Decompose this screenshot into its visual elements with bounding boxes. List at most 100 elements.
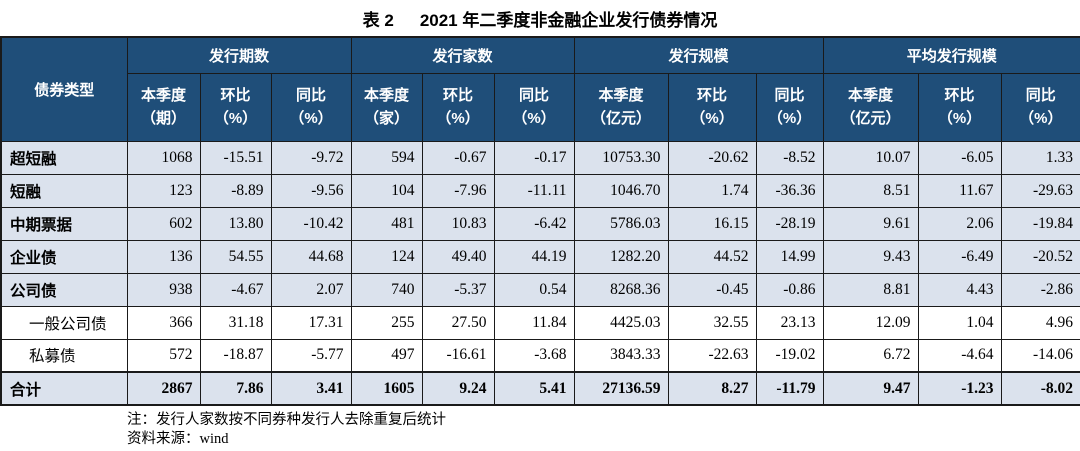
row-label: 中期票据 [0,206,128,241]
cell-r3-c0: 136 [126,239,201,274]
cell-r4-c4: -5.37 [421,272,495,307]
cell-r5-c5: 11.84 [493,305,575,340]
cell-r1-c10: 11.67 [917,173,1002,208]
group-header-3: 平均发行规模 [822,36,1080,74]
cell-r3-c6: 1282.20 [573,239,669,274]
table-body: 超短融 1068 -15.51 -9.72 594 -0.67 -0.17 10753.30-… [0,140,1080,406]
table-row-1: 短融 123 -8.89 -9.56 104 -7.96 -11.11 1046.70 1.74… [0,173,1080,208]
cell-r6-c7: -22.63 [667,338,757,373]
cell-r4-c10: 4.43 [917,272,1002,307]
table-row-7: 合计 2867 7.86 3.41 1605 9.24 5.41 27136.59 8.27 -1… [0,371,1080,406]
cell-r3-c3: 124 [350,239,423,274]
cell-r2-c8: -28.19 [755,206,824,241]
row-label: 超短融 [0,140,128,175]
cell-r1-c1: -8.89 [199,173,272,208]
cell-r7-c1: 7.86 [199,371,272,406]
cell-r2-c1: 13.80 [199,206,272,241]
cell-r2-c7: 16.15 [667,206,757,241]
cell-r5-c9: 12.09 [822,305,919,340]
table-row-6: 私募债 572 -18.87 -5.77 497 -16.61 -3.68 3843.33 -2… [0,338,1080,373]
cell-r5-c0: 366 [126,305,201,340]
cell-r1-c3: 104 [350,173,423,208]
cell-r7-c3: 1605 [350,371,423,406]
sub-header-3-2: 同比 （%） [1000,72,1080,142]
sub-header-2-0: 本季度 （亿元） [573,72,669,142]
cell-r7-c5: 5.41 [493,371,575,406]
cell-r0-c9: 10.07 [822,140,919,175]
cell-r4-c2: 2.07 [270,272,352,307]
cell-r1-c6: 1046.70 [573,173,669,208]
footnote-line-1: 注：发行人家数按不同券种发行人去除重复后统计 [127,412,446,428]
cell-r6-c6: 3843.33 [573,338,669,373]
cell-r0-c2: -9.72 [270,140,352,175]
cell-r0-c3: 594 [350,140,423,175]
cell-r6-c2: -5.77 [270,338,352,373]
cell-r0-c5: -0.17 [493,140,575,175]
cell-r7-c2: 3.41 [270,371,352,406]
footnote-line-2: 资料来源：wind [127,430,229,447]
sub-header-0-0: 本季度 （期） [126,72,201,142]
cell-r2-c10: 2.06 [917,206,1002,241]
cell-r7-c6: 27136.59 [573,371,669,406]
cell-r0-c8: -8.52 [755,140,824,175]
cell-r0-c0: 1068 [126,140,201,175]
cell-r7-c7: 8.27 [667,371,757,406]
cell-r0-c11: 1.33 [1000,140,1080,175]
row-label: 合计 [0,371,128,406]
cell-r0-c7: -20.62 [667,140,757,175]
cell-r4-c11: -2.86 [1000,272,1080,307]
cell-r1-c8: -36.36 [755,173,824,208]
table-row-4: 公司债 938 -4.67 2.07 740 -5.37 0.54 8268.36 -0.45-… [0,272,1080,307]
sub-header-2-2: 同比 （%） [755,72,824,142]
cell-r5-c10: 1.04 [917,305,1002,340]
cell-r1-c11: -29.63 [1000,173,1080,208]
cell-r4-c3: 740 [350,272,423,307]
cell-r5-c7: 32.55 [667,305,757,340]
cell-r7-c11: -8.02 [1000,371,1080,406]
cell-r5-c6: 4425.03 [573,305,669,340]
row-label: 企业债 [0,239,128,274]
cell-r7-c8: -11.79 [755,371,824,406]
cell-r4-c9: 8.81 [822,272,919,307]
cell-r5-c3: 255 [350,305,423,340]
cell-r0-c4: -0.67 [421,140,495,175]
sub-header-0-1: 环比 （%） [199,72,272,142]
cell-r1-c5: -11.11 [493,173,575,208]
cell-r3-c10: -6.49 [917,239,1002,274]
cell-r3-c9: 9.43 [822,239,919,274]
sub-header-3-1: 环比 （%） [917,72,1002,142]
cell-r6-c4: -16.61 [421,338,495,373]
row-label: 私募债 [0,338,128,373]
group-header-row: 债券类型 发行期数 发行家数 发行规模 平均发行规模 [0,36,1080,142]
bond-issuance-table: 债券类型 发行期数 发行家数 发行规模 平均发行规模 本季度 （期） 环比 （%） 同比 … [0,36,1080,406]
cell-r3-c2: 44.68 [270,239,352,274]
cell-r6-c5: -3.68 [493,338,575,373]
cell-r3-c4: 49.40 [421,239,495,274]
sub-header-1-0: 本季度 （家） [350,72,423,142]
cell-r5-c1: 31.18 [199,305,272,340]
cell-r3-c1: 54.55 [199,239,272,274]
cell-r7-c0: 2867 [126,371,201,406]
footnotes: 注：发行人家数按不同券种发行人去除重复后统计 资料来源：wind [127,411,1080,449]
cell-r0-c10: -6.05 [917,140,1002,175]
cell-r6-c8: -19.02 [755,338,824,373]
cell-r1-c0: 123 [126,173,201,208]
cell-r4-c1: -4.67 [199,272,272,307]
cell-r6-c10: -4.64 [917,338,1002,373]
cell-r2-c6: 5786.03 [573,206,669,241]
sub-header-1-1: 环比 （%） [421,72,495,142]
cell-r7-c4: 9.24 [421,371,495,406]
cell-r2-c9: 9.61 [822,206,919,241]
table-row-2: 中期票据 602 13.80 -10.42 481 10.83 -6.42 5786.03 16… [0,206,1080,241]
cell-r4-c6: 8268.36 [573,272,669,307]
cell-r3-c7: 44.52 [667,239,757,274]
cell-r2-c0: 602 [126,206,201,241]
cell-r4-c0: 938 [126,272,201,307]
table-title: 表 2 2021 年二季度非金融企业发行债券情况 [0,0,1080,36]
group-header-2: 发行规模 [573,36,824,74]
cell-r5-c4: 27.50 [421,305,495,340]
cell-r5-c8: 23.13 [755,305,824,340]
cell-r6-c11: -14.06 [1000,338,1080,373]
sub-header-0-2: 同比 （%） [270,72,352,142]
